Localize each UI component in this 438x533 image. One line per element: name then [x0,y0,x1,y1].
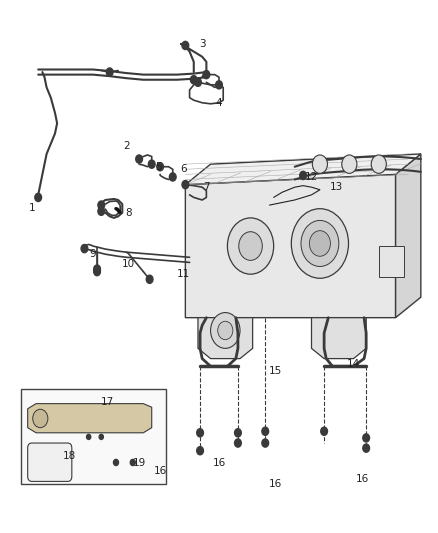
Circle shape [194,78,201,86]
Circle shape [300,171,307,180]
Text: 2: 2 [123,141,130,151]
Bar [379,246,404,277]
Circle shape [363,434,370,442]
Circle shape [235,439,241,447]
Circle shape [182,181,189,189]
Text: 4: 4 [215,98,223,108]
Text: 10: 10 [122,259,135,269]
Circle shape [371,155,386,173]
Circle shape [81,245,88,253]
Circle shape [262,427,268,435]
Polygon shape [311,318,366,359]
Circle shape [148,160,155,168]
Bar [21,389,166,484]
Polygon shape [28,403,152,433]
Circle shape [94,265,100,273]
Circle shape [33,409,48,427]
Circle shape [363,444,370,452]
Text: 5: 5 [155,161,161,172]
Text: 13: 13 [330,182,343,192]
Circle shape [106,68,113,76]
Text: 14: 14 [347,359,360,369]
Circle shape [157,163,163,171]
Text: 17: 17 [101,397,114,407]
Text: 11: 11 [177,269,190,279]
Circle shape [98,201,105,209]
Polygon shape [198,318,253,359]
Circle shape [301,221,339,266]
Circle shape [197,429,203,437]
Circle shape [197,447,203,455]
Circle shape [262,439,268,447]
Text: 12: 12 [305,172,318,182]
Circle shape [218,321,233,340]
Circle shape [170,173,176,181]
Circle shape [191,76,197,84]
Text: 6: 6 [180,164,187,174]
Text: 16: 16 [269,479,283,489]
Circle shape [203,70,210,79]
Circle shape [35,193,42,201]
Text: 16: 16 [153,466,167,476]
Text: 18: 18 [63,451,76,461]
Circle shape [291,209,349,278]
Text: 7: 7 [203,182,210,192]
Text: 16: 16 [212,458,226,469]
Circle shape [321,427,328,435]
Circle shape [136,155,142,163]
Circle shape [94,268,100,276]
Circle shape [146,275,153,284]
Text: 9: 9 [89,249,96,259]
Circle shape [342,155,357,173]
Circle shape [227,218,274,274]
Circle shape [211,312,240,349]
Text: 3: 3 [199,39,205,49]
Circle shape [215,81,223,89]
Circle shape [182,42,189,50]
Circle shape [235,429,241,437]
Circle shape [130,459,135,465]
Circle shape [99,434,103,439]
Text: 8: 8 [125,208,132,218]
Polygon shape [396,154,421,318]
Text: 1: 1 [28,203,35,213]
Circle shape [113,459,119,465]
Polygon shape [185,154,421,184]
Text: 16: 16 [355,474,369,484]
FancyBboxPatch shape [28,443,72,481]
Circle shape [312,155,328,173]
Circle shape [98,207,105,215]
Circle shape [87,434,91,439]
Polygon shape [185,174,396,318]
Circle shape [309,231,330,256]
Circle shape [239,232,262,260]
Text: 19: 19 [132,458,146,469]
Text: 15: 15 [269,366,283,376]
